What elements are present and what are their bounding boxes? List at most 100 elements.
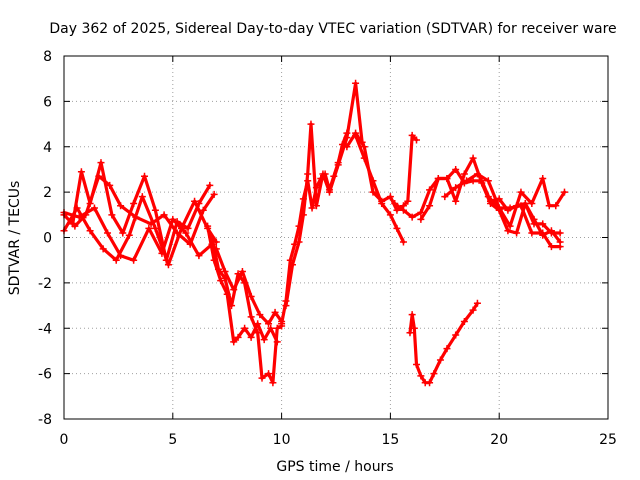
y-tick-label: -4	[38, 321, 52, 337]
data-point	[517, 202, 525, 210]
data-point	[145, 224, 153, 232]
series-line	[393, 167, 562, 235]
data-point	[426, 186, 434, 194]
data-point	[241, 324, 249, 332]
data-point	[312, 202, 320, 210]
data-point	[254, 329, 262, 337]
data-point	[417, 372, 425, 380]
data-point	[386, 211, 394, 219]
data-point	[441, 193, 449, 201]
data-point	[86, 227, 94, 235]
y-tick-label: 8	[43, 49, 52, 65]
data-point	[443, 345, 451, 353]
data-point	[247, 292, 255, 300]
y-tick-label: -2	[38, 276, 52, 292]
data-point	[151, 224, 159, 232]
data-point	[256, 311, 264, 319]
data-point	[247, 333, 255, 341]
y-tick-label: 2	[43, 185, 52, 201]
data-series	[60, 79, 568, 387]
data-point	[130, 256, 138, 264]
data-point	[130, 199, 138, 207]
series-sat-track-4	[71, 172, 218, 248]
data-point	[169, 215, 177, 223]
data-point	[125, 231, 133, 239]
y-tick-label: -6	[38, 367, 52, 383]
data-point	[73, 204, 81, 212]
data-point	[147, 220, 155, 228]
data-point	[343, 143, 351, 151]
data-point	[138, 193, 146, 201]
data-point	[158, 249, 166, 257]
series-sat-track-16	[406, 299, 481, 387]
data-point	[282, 302, 290, 310]
data-point	[556, 229, 564, 237]
data-point	[104, 229, 112, 237]
data-point	[393, 224, 401, 232]
data-point	[308, 204, 316, 212]
data-point	[299, 211, 307, 219]
data-point	[160, 211, 168, 219]
data-point	[399, 238, 407, 246]
data-point	[408, 213, 416, 221]
x-tick-label: 20	[490, 432, 508, 448]
series-line	[62, 206, 214, 262]
data-point	[99, 245, 107, 253]
series-line	[206, 224, 279, 344]
data-point	[265, 370, 273, 378]
data-point	[108, 211, 116, 219]
data-point	[247, 313, 255, 321]
data-point	[238, 268, 246, 276]
data-point	[506, 204, 514, 212]
data-point	[95, 172, 103, 180]
data-point	[513, 229, 521, 237]
data-point	[206, 181, 214, 189]
data-point	[352, 79, 360, 87]
data-point	[97, 159, 105, 167]
data-point	[71, 222, 79, 230]
x-tick-labels: 0 5 10 15 20 25	[60, 432, 617, 448]
series-line	[408, 301, 479, 385]
data-point	[260, 336, 268, 344]
data-point	[182, 229, 190, 237]
data-point	[214, 265, 222, 273]
data-point	[463, 177, 471, 185]
data-point	[560, 188, 568, 196]
series-line	[210, 235, 284, 385]
data-point	[495, 204, 503, 212]
data-point	[217, 277, 225, 285]
data-point	[204, 222, 212, 230]
data-point	[545, 202, 553, 210]
data-point	[506, 222, 514, 230]
data-point	[352, 131, 360, 139]
series-line	[443, 172, 567, 228]
data-point	[343, 134, 351, 142]
data-point	[393, 206, 401, 214]
data-point	[195, 252, 203, 260]
data-point	[484, 193, 492, 201]
data-point	[521, 199, 529, 207]
data-point	[430, 370, 438, 378]
data-point	[164, 261, 172, 269]
data-point	[528, 229, 536, 237]
data-point	[112, 256, 120, 264]
data-point	[273, 324, 281, 332]
data-point	[399, 206, 407, 214]
data-point	[184, 224, 192, 232]
data-point	[208, 234, 216, 241]
data-point	[426, 202, 434, 210]
data-point	[539, 229, 547, 237]
series-line	[73, 174, 216, 246]
data-point	[413, 361, 421, 369]
data-point	[325, 188, 333, 196]
data-point	[408, 131, 416, 139]
series-sat-track-9	[282, 79, 366, 310]
data-point	[378, 199, 386, 207]
data-point	[484, 177, 492, 185]
data-point	[547, 227, 555, 235]
data-point	[267, 324, 275, 332]
data-point	[528, 199, 536, 207]
data-point	[539, 220, 547, 228]
y-tick-label: 0	[43, 231, 52, 247]
data-point	[117, 202, 125, 210]
